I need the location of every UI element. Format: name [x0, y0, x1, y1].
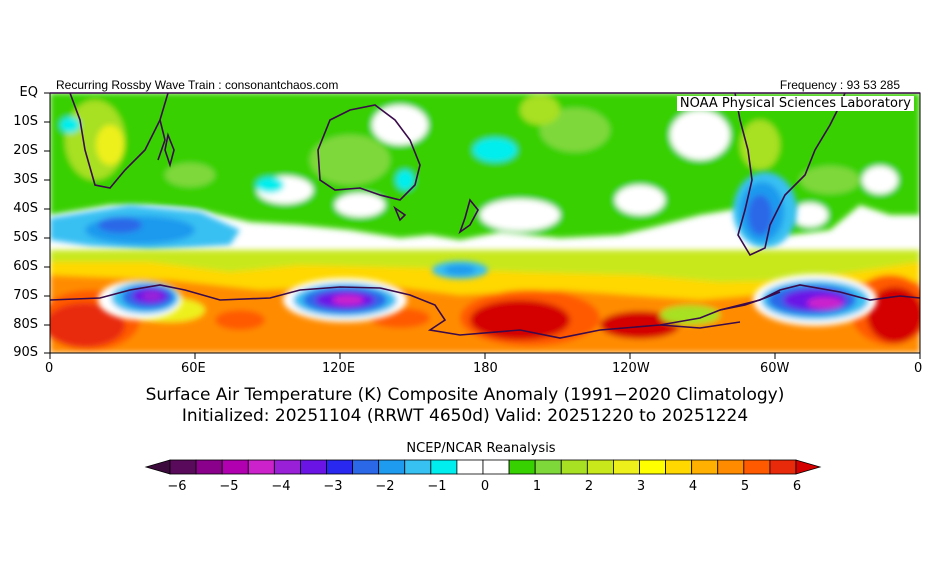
colorbar-swatch — [247, 459, 275, 475]
colorbar-under-arrow — [144, 459, 171, 475]
lon-label: 0 — [914, 361, 923, 376]
colorbar-swatch — [195, 459, 223, 475]
colorbar-tick-label: −5 — [219, 479, 239, 494]
colorbar-swatch — [352, 459, 380, 475]
colorbar-tick-label: −6 — [167, 479, 187, 494]
colorbar-swatch — [769, 459, 797, 475]
lat-label: 40S — [13, 201, 38, 216]
header-frequency-text: Frequency : 93 53 285 — [779, 78, 900, 92]
colorbar-over-arrow — [795, 459, 822, 475]
lat-label: 50S — [13, 230, 38, 245]
colorbar-swatch — [586, 459, 614, 475]
colorbar-swatch — [613, 459, 640, 475]
lat-label: 60S — [13, 259, 38, 274]
colorbar-swatch — [691, 459, 719, 475]
colorbar-swatch — [717, 459, 745, 475]
colorbar-swatch — [273, 459, 301, 475]
lat-label: EQ — [19, 85, 38, 100]
colorbar-swatch — [300, 459, 327, 475]
colorbar-tick-label: 3 — [636, 479, 646, 494]
colorbar-swatch — [169, 459, 197, 475]
colorbar-swatch — [665, 459, 693, 475]
header-source-text: Recurring Rossby Wave Train : consonantc… — [56, 78, 339, 92]
colorbar-tick-label: 2 — [584, 479, 594, 494]
lat-label: 20S — [13, 143, 38, 158]
lon-label: 180 — [473, 361, 498, 376]
title-line-2: Initialized: 20251104 (RRWT 4650d) Valid… — [181, 406, 749, 426]
lon-label: 0 — [45, 361, 54, 376]
colorbar-tick-label: −4 — [271, 479, 291, 494]
lon-label: 60W — [760, 361, 790, 376]
lat-label: 70S — [13, 288, 38, 303]
colorbar-swatch — [456, 459, 484, 475]
colorbar-swatch — [560, 459, 588, 475]
colorbar-swatch — [743, 459, 771, 475]
colorbar-tick-label: 1 — [532, 479, 542, 494]
colorbar-tick-label: −1 — [427, 479, 447, 494]
lab-label: NOAA Physical Sciences Laboratory — [676, 96, 914, 111]
lat-label: 80S — [13, 317, 38, 332]
lat-label: 30S — [13, 172, 38, 187]
lat-label: 10S — [13, 114, 38, 129]
colorbar-swatch — [221, 459, 249, 475]
colorbar-tick-label: 0 — [480, 479, 490, 494]
lon-ticks — [49, 353, 921, 359]
lat-ticks — [44, 92, 50, 354]
colorbar-tick-label: −2 — [375, 479, 395, 494]
coastlines — [50, 93, 920, 339]
colorbar-title: NCEP/NCAR Reanalysis — [406, 441, 556, 456]
anomaly-field — [50, 93, 920, 353]
lat-label: 90S — [13, 345, 38, 360]
lon-label: 120E — [322, 361, 356, 376]
lon-label: 120W — [612, 361, 650, 376]
colorbar-swatch — [482, 459, 510, 475]
colorbar-swatch — [326, 459, 353, 475]
lon-label: 60E — [181, 361, 206, 376]
colorbar-tick-label: 5 — [740, 479, 750, 494]
colorbar-swatch — [430, 459, 458, 475]
colorbar — [144, 459, 822, 475]
colorbar-tick-label: 6 — [792, 479, 802, 494]
colorbar-swatch — [534, 459, 562, 475]
colorbar-swatch — [639, 459, 666, 475]
title-line-1: Surface Air Temperature (K) Composite An… — [145, 385, 785, 405]
colorbar-tick-label: −3 — [323, 479, 343, 494]
colorbar-swatch — [378, 459, 406, 475]
colorbar-swatch — [404, 459, 432, 475]
colorbar-tick-label: 4 — [688, 479, 698, 494]
colorbar-swatch — [508, 459, 536, 475]
